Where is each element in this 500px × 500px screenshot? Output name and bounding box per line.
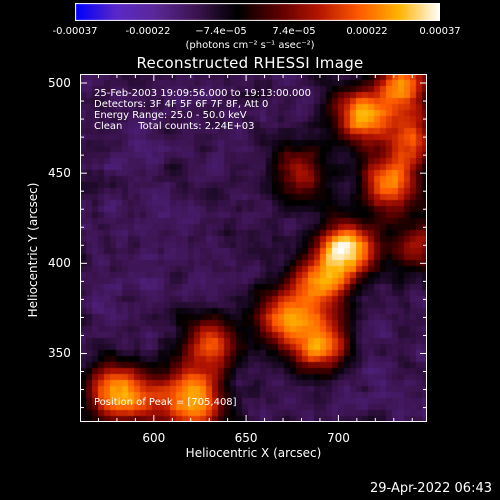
colorbar-tick-label: −7.4e−05 [195, 26, 247, 37]
annotation-peak-position: Position of Peak = [705,408] [94, 397, 237, 408]
colorbar-tick-label: 0.00037 [419, 26, 461, 37]
y-tick-label: 450 [48, 166, 71, 181]
plot-timestamp: 29-Apr-2022 06:43 [370, 481, 492, 496]
colorbar-tick-label: 7.4e−05 [272, 26, 316, 37]
x-tick-label: 600 [142, 431, 166, 445]
annotation-energy-range: Energy Range: 25.0 - 50.0 keV [94, 110, 247, 121]
chart-title: Reconstructed RHESSI Image [136, 54, 364, 72]
x-tick-label: 650 [234, 431, 258, 445]
y-axis-label: Heliocentric Y (arcsec) [26, 182, 40, 318]
colorbar-units-label: (photons cm⁻² s⁻¹ asec⁻²) [185, 40, 315, 51]
x-tick-label: 700 [326, 431, 350, 445]
colorbar-tick-label: -0.00037 [52, 26, 98, 37]
colorbar-tick-label: 0.00022 [346, 26, 388, 37]
y-tick-label: 500 [48, 76, 71, 90]
colorbar [75, 3, 440, 21]
annotation-time-range: 25-Feb-2003 19:09:56.000 to 19:13:00.000 [94, 88, 312, 99]
annotation-detectors: Detectors: 3F 4F 5F 6F 7F 8F, Att 0 [94, 99, 269, 110]
x-axis-label: Heliocentric X (arcsec) [185, 446, 322, 460]
y-tick-label: 350 [48, 346, 71, 361]
y-tick-label: 400 [48, 256, 71, 271]
annotation-total-counts: Clean Total counts: 2.24E+03 [94, 121, 255, 132]
colorbar-tick-label: -0.00022 [125, 26, 171, 37]
